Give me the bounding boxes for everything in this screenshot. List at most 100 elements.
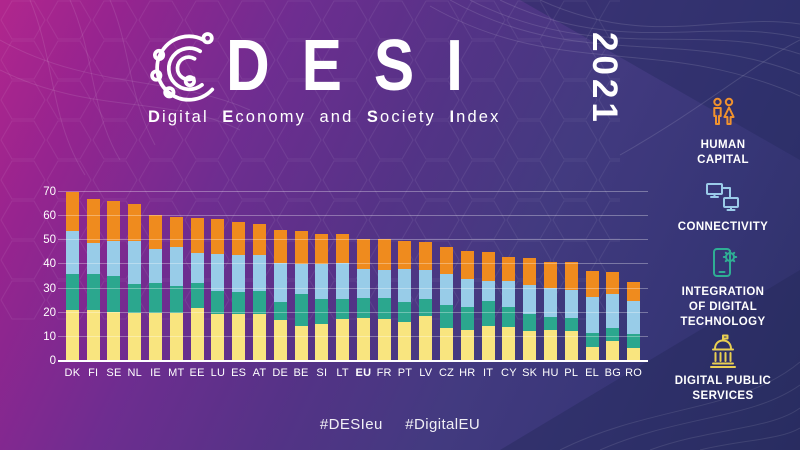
bar-LU: [211, 192, 225, 361]
x-axis-label-SK: SK: [522, 367, 538, 379]
bar-LT: [336, 192, 350, 361]
bar-CZ: [440, 192, 454, 361]
bar-CY: [502, 192, 516, 361]
x-axis-label-LT: LT: [336, 367, 349, 379]
y-axis-label: 40: [43, 258, 56, 271]
bar-segment-conn: [585, 297, 599, 333]
bar-FR: [377, 192, 391, 361]
gridline: [58, 239, 648, 241]
bar-DE: [273, 192, 287, 361]
bar-segment-conn: [232, 254, 246, 292]
x-axis-label-FI: FI: [88, 367, 99, 379]
bar-FI: [86, 192, 100, 361]
gridline: [58, 335, 648, 337]
bar-segment-conn: [460, 278, 474, 308]
y-axis-label: 20: [43, 306, 56, 319]
bar-SE: [107, 192, 121, 361]
bar-segment-hc: [481, 251, 495, 281]
bar-segment-conn: [419, 269, 433, 300]
bar-segment-conn: [627, 300, 641, 335]
bar-segment-dps: [294, 326, 308, 361]
integration-of-digital-technology-icon: [648, 245, 798, 281]
bar-BE: [294, 192, 308, 361]
bar-segment-dps: [377, 319, 391, 361]
bar-segment-idt: [232, 291, 246, 314]
gridline: [58, 215, 648, 217]
bar-segment-conn: [65, 230, 79, 274]
bar-segment-hc: [128, 203, 142, 241]
bar-segment-idt: [65, 273, 79, 311]
bar-segment-hc: [606, 272, 620, 294]
legend-label-line: CAPITAL: [697, 154, 749, 166]
subtitle-segment: ociety: [380, 107, 450, 126]
bar-segment-idt: [128, 284, 142, 314]
bar-segment-idt: [398, 301, 412, 322]
x-axis-label-IE: IE: [150, 367, 161, 379]
x-axis-label-EL: EL: [585, 367, 599, 379]
bar-segment-idt: [419, 299, 433, 316]
bar-NL: [128, 192, 142, 361]
bar-HU: [543, 192, 557, 361]
bar-segment-idt: [543, 317, 557, 330]
bar-segment-idt: [294, 294, 308, 326]
corner-shade-bottom-right: [500, 270, 800, 450]
bar-segment-conn: [315, 263, 329, 300]
bar-segment-hc: [564, 262, 578, 290]
bar-segment-dps: [252, 314, 266, 361]
subtitle-segment: conomy and: [235, 107, 367, 126]
bar-segment-dps: [336, 319, 350, 361]
bar-segment-idt: [564, 317, 578, 332]
bar-segment-idt: [149, 283, 163, 313]
bar-segment-idt: [481, 301, 495, 327]
bar-segment-conn: [294, 263, 308, 295]
bar-segment-idt: [252, 290, 266, 315]
x-axis-label-ES: ES: [231, 367, 247, 379]
bar-segment-dps: [273, 320, 287, 361]
bar-segment-dps: [627, 347, 641, 361]
bar-IE: [149, 192, 163, 361]
x-axis-label-EU: EU: [355, 367, 372, 379]
bar-segment-idt: [169, 286, 183, 313]
bar-EL: [585, 192, 599, 361]
bar-segment-conn: [502, 281, 516, 308]
mesh-lines-bottom-right: [559, 361, 800, 450]
bar-RO: [627, 192, 641, 361]
bar-DK: [65, 191, 79, 361]
bar-segment-dps: [65, 310, 79, 361]
bar-segment-dps: [315, 323, 329, 361]
bar-segment-dps: [564, 331, 578, 361]
bar-BG: [606, 192, 620, 361]
bar-segment-idt: [440, 305, 454, 328]
gridline: [58, 311, 648, 313]
gridline: [58, 263, 648, 265]
bar-segment-conn: [190, 252, 204, 284]
bar-segment-idt: [523, 314, 537, 332]
hashtag-digitaleu: #DigitalEU: [405, 416, 481, 433]
bar-segment-hc: [232, 222, 246, 255]
bar-segment-conn: [336, 263, 350, 300]
bar-segment-conn: [128, 240, 142, 284]
x-axis-line: [58, 360, 648, 362]
page-subtitle: Digital Economy and Society Index: [148, 107, 500, 127]
x-axis-label-IT: IT: [483, 367, 494, 379]
bar-segment-conn: [211, 253, 225, 291]
title-year: 2021: [585, 32, 624, 126]
bar-segment-conn: [398, 268, 412, 302]
legend-label-human-capital: HUMAN CAPITAL: [648, 138, 798, 168]
x-axis-label-MT: MT: [168, 367, 185, 379]
x-axis-label-NL: NL: [127, 367, 142, 379]
bar-segment-conn: [86, 242, 100, 275]
bar-segment-hc: [149, 215, 163, 249]
bar-segment-idt: [502, 307, 516, 327]
mesh-lines-top-left: [0, 0, 251, 176]
y-axis-label: 60: [43, 210, 56, 223]
bar-PL: [564, 192, 578, 361]
bar-segment-dps: [107, 311, 121, 361]
human-capital-icon: [648, 95, 798, 131]
bar-segment-dps: [190, 307, 204, 361]
bar-segment-idt: [356, 297, 370, 318]
subtitle-segment: D: [148, 107, 163, 126]
bar-segment-conn: [149, 248, 163, 284]
bar-segment-hc: [523, 258, 537, 286]
